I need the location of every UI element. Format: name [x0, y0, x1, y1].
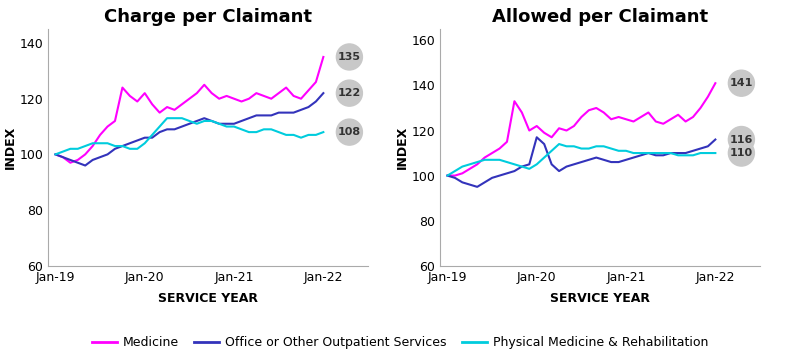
Text: 108: 108	[338, 127, 361, 137]
Title: Allowed per Claimant: Allowed per Claimant	[492, 8, 708, 26]
Text: 122: 122	[338, 88, 361, 98]
Ellipse shape	[336, 119, 362, 145]
Text: 141: 141	[730, 78, 753, 88]
Text: 116: 116	[730, 135, 753, 145]
Text: 135: 135	[338, 52, 361, 62]
Text: 110: 110	[730, 148, 753, 158]
Y-axis label: INDEX: INDEX	[395, 126, 409, 169]
Ellipse shape	[728, 140, 754, 166]
Legend: Medicine, Office or Other Outpatient Services, Physical Medicine & Rehabilitatio: Medicine, Office or Other Outpatient Ser…	[86, 331, 714, 354]
Ellipse shape	[728, 127, 754, 153]
Ellipse shape	[728, 70, 754, 96]
X-axis label: SERVICE YEAR: SERVICE YEAR	[550, 292, 650, 305]
Title: Charge per Claimant: Charge per Claimant	[104, 8, 312, 26]
Ellipse shape	[336, 80, 362, 106]
Ellipse shape	[336, 44, 362, 70]
X-axis label: SERVICE YEAR: SERVICE YEAR	[158, 292, 258, 305]
Y-axis label: INDEX: INDEX	[3, 126, 17, 169]
